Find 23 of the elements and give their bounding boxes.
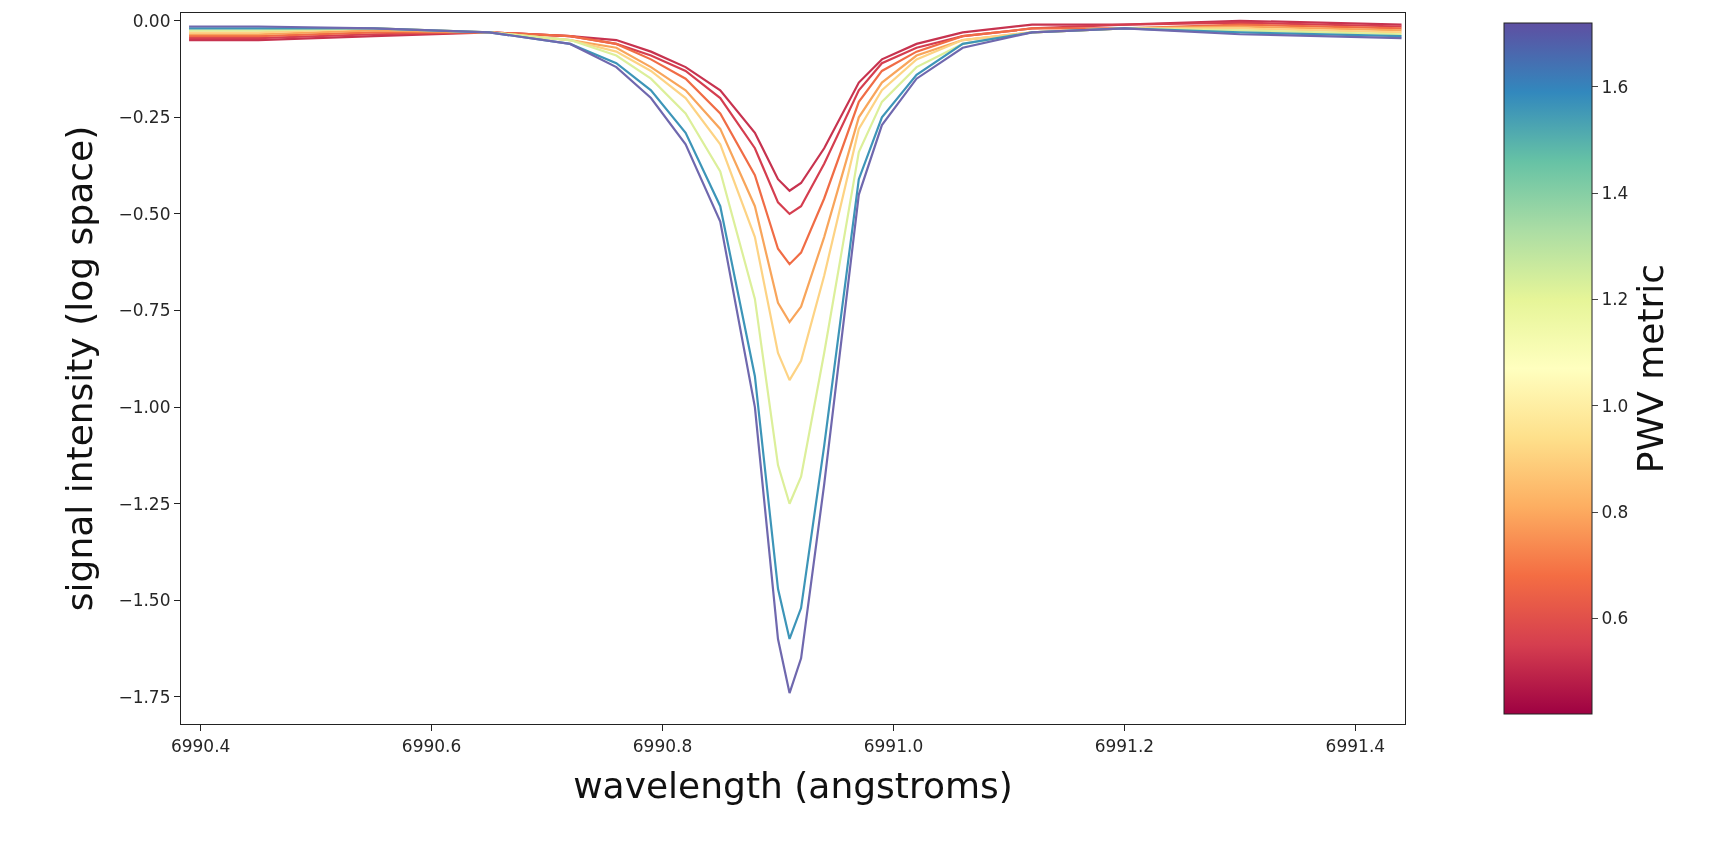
- x-tick-label: 6990.4: [170, 735, 231, 756]
- y-tick-label: −1.75: [118, 686, 171, 707]
- y-tick-label: −1.50: [118, 590, 171, 611]
- y-tick-label: −0.50: [118, 203, 171, 224]
- x-tick-label: 6990.8: [632, 735, 693, 756]
- x-tick-label: 6990.6: [401, 735, 462, 756]
- y-tick-label: 0.00: [132, 10, 171, 31]
- color-bar-label: 1.2: [1601, 289, 1629, 310]
- y-tick-label: −0.75: [118, 300, 171, 321]
- x-tick-label: 6991.2: [1094, 735, 1155, 756]
- color-bar-label: 1.6: [1601, 76, 1629, 97]
- y-tick-label: −1.00: [118, 397, 171, 418]
- x-axis-title: wavelength (angstroms): [573, 765, 1013, 807]
- color-bar-label: 1.4: [1601, 183, 1629, 204]
- x-tick-label: 6991.0: [863, 735, 924, 756]
- y-tick-label: −1.25: [118, 493, 171, 514]
- color-bar-label: 0.8: [1601, 501, 1629, 522]
- y-tick-label: −0.25: [118, 107, 171, 128]
- color-bar-label: 1.0: [1601, 395, 1629, 416]
- x-tick-label: 6991.4: [1325, 735, 1386, 756]
- y-axis-title: signal intensity (log space): [59, 125, 101, 612]
- color-bar-title: PWV metric: [1630, 263, 1672, 474]
- color-bar-label: 0.6: [1601, 608, 1629, 629]
